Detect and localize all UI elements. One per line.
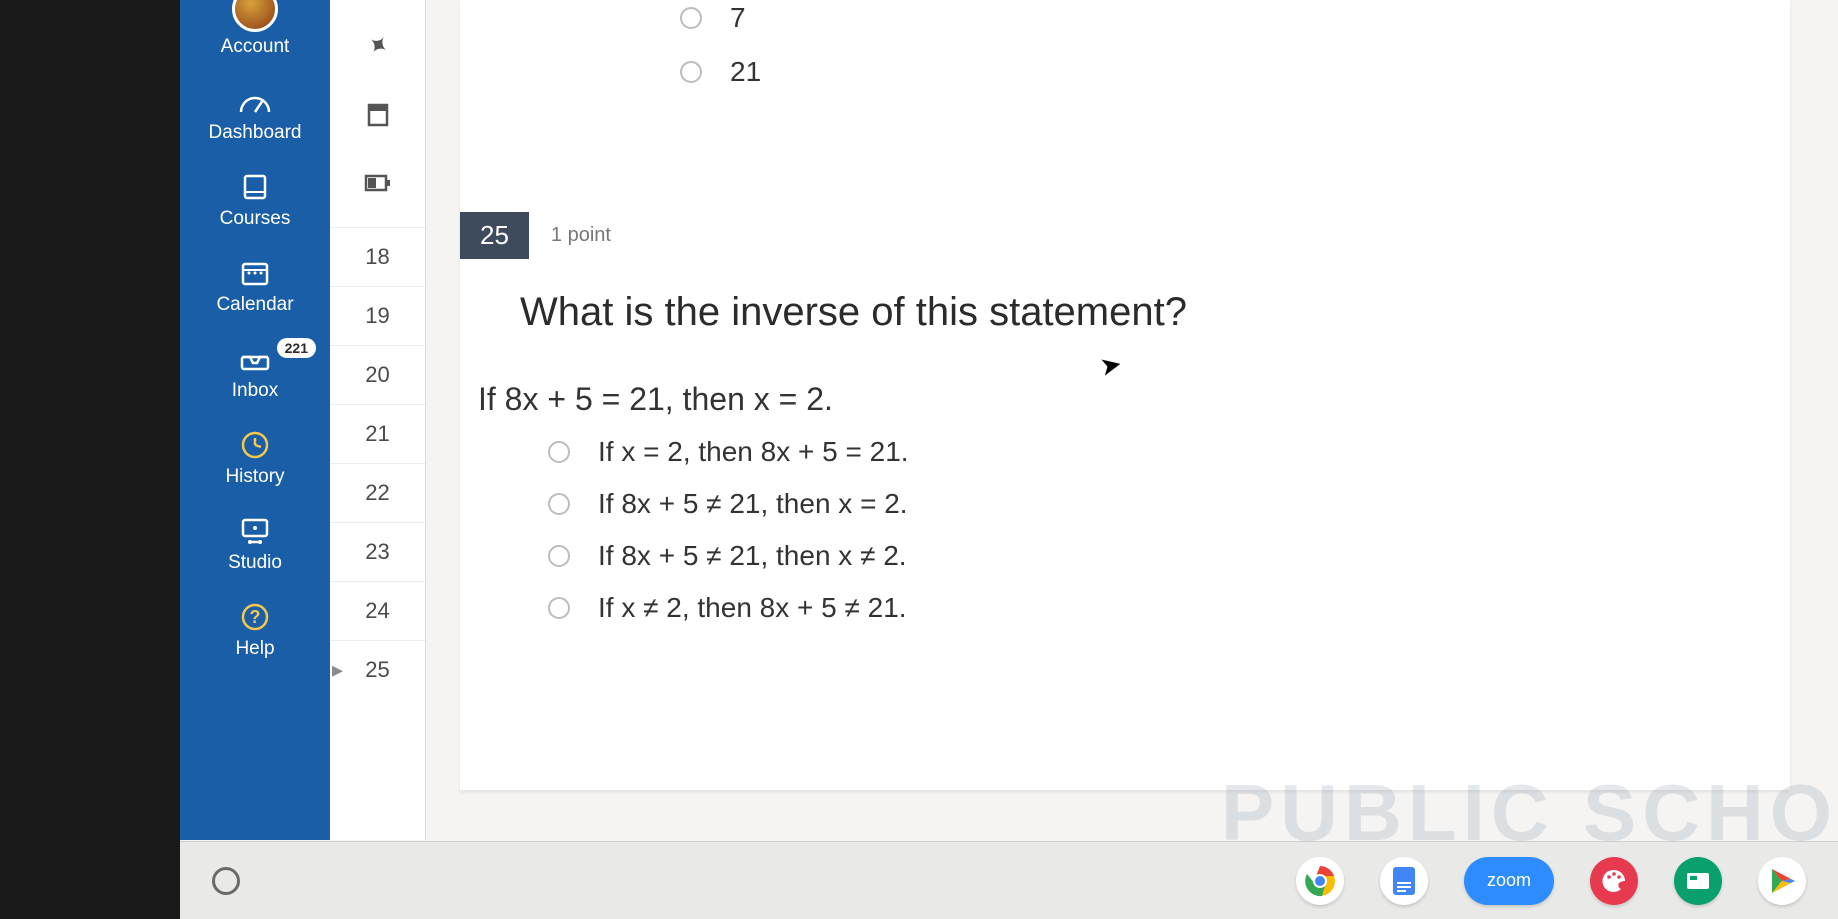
question-statement: If 8x + 5 = 21, then x = 2.: [478, 381, 1790, 418]
book-icon: [236, 170, 274, 204]
qnav-item[interactable]: 19: [330, 286, 425, 345]
qnav-item-current[interactable]: 25: [330, 640, 425, 699]
nav-calendar[interactable]: Calendar: [180, 244, 330, 330]
nav-label: Account: [221, 36, 290, 58]
svg-text:?: ?: [250, 607, 261, 627]
question-icon: ?: [236, 600, 274, 634]
question-body: What is the inverse of this statement? I…: [460, 290, 1790, 624]
nav-courses[interactable]: Courses: [180, 158, 330, 244]
nav-label: Calendar: [216, 294, 293, 316]
zoom-icon[interactable]: zoom: [1464, 857, 1554, 905]
docs-icon[interactable]: [1380, 857, 1428, 905]
answer-text: If 8x + 5 ≠ 21, then x ≠ 2.: [598, 540, 907, 572]
battery-icon[interactable]: [364, 174, 392, 197]
inbox-badge: 221: [277, 338, 316, 358]
question-nav: ✦ 18 19 20 21 22 23 24 25: [330, 0, 426, 840]
nav-history[interactable]: History: [180, 416, 330, 502]
zoom-label: zoom: [1487, 870, 1531, 891]
question-number: 25: [460, 212, 529, 259]
radio-option[interactable]: [548, 597, 570, 619]
radio-option[interactable]: [548, 441, 570, 463]
chrome-icon[interactable]: [1296, 857, 1344, 905]
answer-row: If 8x + 5 ≠ 21, then x = 2.: [548, 488, 1790, 520]
palette-icon[interactable]: [1590, 857, 1638, 905]
slides-icon[interactable]: [1674, 857, 1722, 905]
screen-icon: [236, 514, 274, 548]
qnav-item[interactable]: 24: [330, 581, 425, 640]
radio-option[interactable]: [680, 61, 702, 83]
window-icon[interactable]: [367, 103, 389, 132]
radio-option[interactable]: [680, 7, 702, 29]
qnav-item[interactable]: 22: [330, 463, 425, 522]
question-header: 25 1 point: [460, 212, 611, 259]
gauge-icon: [236, 84, 274, 118]
qnav-item[interactable]: 18: [330, 227, 425, 286]
nav-label: Courses: [220, 208, 291, 230]
nav-label: History: [225, 466, 284, 488]
qnav-item[interactable]: 23: [330, 522, 425, 581]
answer-text: If x = 2, then 8x + 5 = 21.: [598, 436, 909, 468]
option-text: 7: [730, 2, 746, 34]
calendar-icon: [236, 256, 274, 290]
question-prompt: What is the inverse of this statement?: [520, 290, 1790, 335]
primary-nav: Account Dashboard Courses Calendar 221: [180, 0, 330, 840]
answer-text: If 8x + 5 ≠ 21, then x = 2.: [598, 488, 908, 520]
option-text: 21: [730, 56, 761, 88]
qnav-item[interactable]: 21: [330, 404, 425, 463]
radio-option[interactable]: [548, 493, 570, 515]
content-panel: 7 21 25 1 point What is the inverse of t…: [460, 0, 1790, 790]
launcher-button[interactable]: [212, 867, 240, 895]
nav-help[interactable]: ? Help: [180, 588, 330, 674]
qnav-item[interactable]: 20: [330, 345, 425, 404]
answer-row: If x ≠ 2, then 8x + 5 ≠ 21.: [548, 592, 1790, 624]
nav-dashboard[interactable]: Dashboard: [180, 72, 330, 158]
nav-studio[interactable]: Studio: [180, 502, 330, 588]
answer-row: If x = 2, then 8x + 5 = 21.: [548, 436, 1790, 468]
inbox-icon: [236, 342, 274, 376]
pin-icon[interactable]: ✦: [360, 27, 396, 65]
nav-label: Dashboard: [209, 122, 302, 144]
answer-text: If x ≠ 2, then 8x + 5 ≠ 21.: [598, 592, 907, 624]
question-points: 1 point: [551, 224, 611, 247]
clock-icon: [236, 428, 274, 462]
answer-row: If 8x + 5 ≠ 21, then x ≠ 2.: [548, 540, 1790, 572]
avatar-icon: [232, 0, 278, 32]
prev-question-options: 7 21: [680, 0, 761, 88]
nav-label: Inbox: [232, 380, 278, 402]
nav-inbox[interactable]: 221 Inbox: [180, 330, 330, 416]
nav-label: Studio: [228, 552, 282, 574]
taskbar: zoom: [180, 841, 1838, 919]
nav-account[interactable]: Account: [180, 0, 330, 72]
radio-option[interactable]: [548, 545, 570, 567]
play-store-icon[interactable]: [1758, 857, 1806, 905]
nav-label: Help: [235, 638, 274, 660]
